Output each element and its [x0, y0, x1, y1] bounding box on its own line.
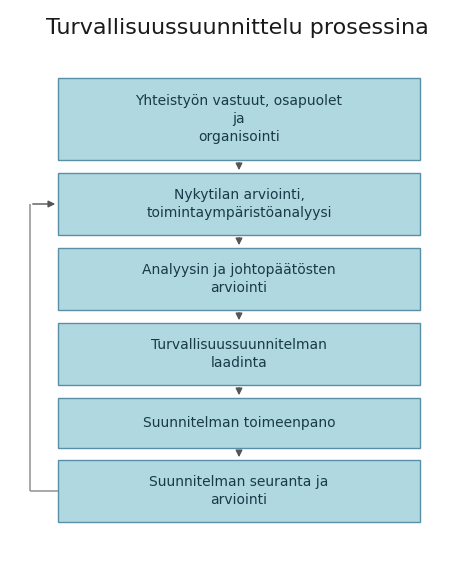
Text: Analyysin ja johtopäätösten
arviointi: Analyysin ja johtopäätösten arviointi: [142, 263, 336, 295]
Text: Nykytilan arviointi,
toimintaympäristöanalyysi: Nykytilan arviointi, toimintaympäristöan…: [146, 188, 332, 220]
Text: Turvallisuussuunnittelu prosessina: Turvallisuussuunnittelu prosessina: [46, 18, 429, 38]
Text: Suunnitelman seuranta ja
arviointi: Suunnitelman seuranta ja arviointi: [149, 475, 329, 507]
FancyBboxPatch shape: [58, 78, 420, 160]
Text: Suunnitelman toimeenpano: Suunnitelman toimeenpano: [142, 416, 335, 430]
Text: Turvallisuussuunnitelman
laadinta: Turvallisuussuunnitelman laadinta: [151, 338, 327, 370]
FancyBboxPatch shape: [58, 460, 420, 522]
Text: Yhteistyön vastuut, osapuolet
ja
organisointi: Yhteistyön vastuut, osapuolet ja organis…: [135, 94, 342, 145]
FancyBboxPatch shape: [58, 323, 420, 385]
FancyBboxPatch shape: [58, 398, 420, 448]
FancyBboxPatch shape: [58, 248, 420, 310]
FancyBboxPatch shape: [58, 173, 420, 235]
